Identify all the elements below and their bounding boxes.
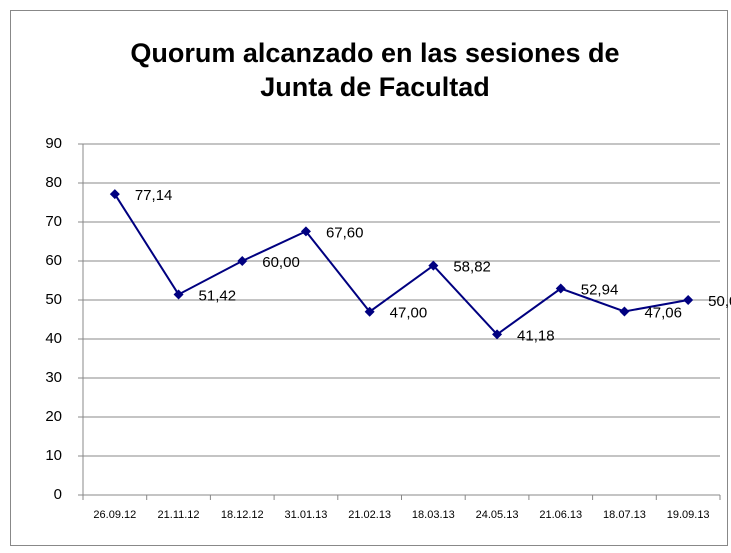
data-label: 52,94 — [581, 282, 619, 299]
marker — [173, 289, 184, 300]
data-label: 41,18 — [517, 327, 555, 344]
marker — [492, 329, 503, 340]
x-tick-label: 18.12.12 — [221, 509, 264, 521]
data-label: 47,06 — [644, 304, 682, 321]
x-tick-label: 18.03.13 — [412, 509, 455, 521]
y-tick-label: 50 — [45, 291, 62, 308]
y-tick-label: 90 — [45, 135, 62, 152]
y-tick-label: 30 — [45, 369, 62, 386]
marker — [109, 189, 120, 200]
y-tick-label: 0 — [54, 486, 62, 503]
data-label: 60,00 — [262, 254, 300, 271]
marker — [555, 283, 566, 294]
x-tick-label: 21.11.12 — [158, 509, 200, 521]
data-label: 77,14 — [135, 187, 173, 204]
data-label: 50,00 — [708, 293, 731, 310]
marker — [428, 260, 439, 271]
x-tick-label: 24.05.13 — [476, 509, 519, 521]
y-tick-label: 20 — [45, 408, 62, 425]
marker — [619, 306, 630, 317]
data-label: 51,42 — [199, 287, 237, 304]
marker — [683, 295, 694, 305]
y-tick-label: 70 — [45, 213, 62, 230]
y-tick-label: 80 — [45, 174, 62, 191]
line — [114, 193, 689, 336]
x-tick-label: 19.09.13 — [667, 509, 710, 521]
y-tick-label: 60 — [45, 252, 62, 269]
data-label: 67,60 — [326, 224, 364, 241]
x-tick-label: 21.06.13 — [539, 509, 582, 521]
x-tick-label: 31.01.13 — [285, 509, 328, 521]
x-tick-label: 18.07.13 — [603, 509, 646, 521]
marker — [364, 306, 375, 317]
x-tick-label: 26.09.12 — [93, 509, 136, 521]
y-tick-label: 40 — [45, 330, 62, 347]
data-label: 47,00 — [390, 305, 428, 322]
y-tick-label: 10 — [45, 447, 62, 464]
marker — [300, 226, 311, 237]
data-label: 58,82 — [453, 259, 491, 276]
chart-title: Quorum alcanzado en las sesiones de Junt… — [130, 38, 620, 102]
x-tick-label: 21.02.13 — [348, 509, 391, 521]
marker — [237, 256, 248, 266]
